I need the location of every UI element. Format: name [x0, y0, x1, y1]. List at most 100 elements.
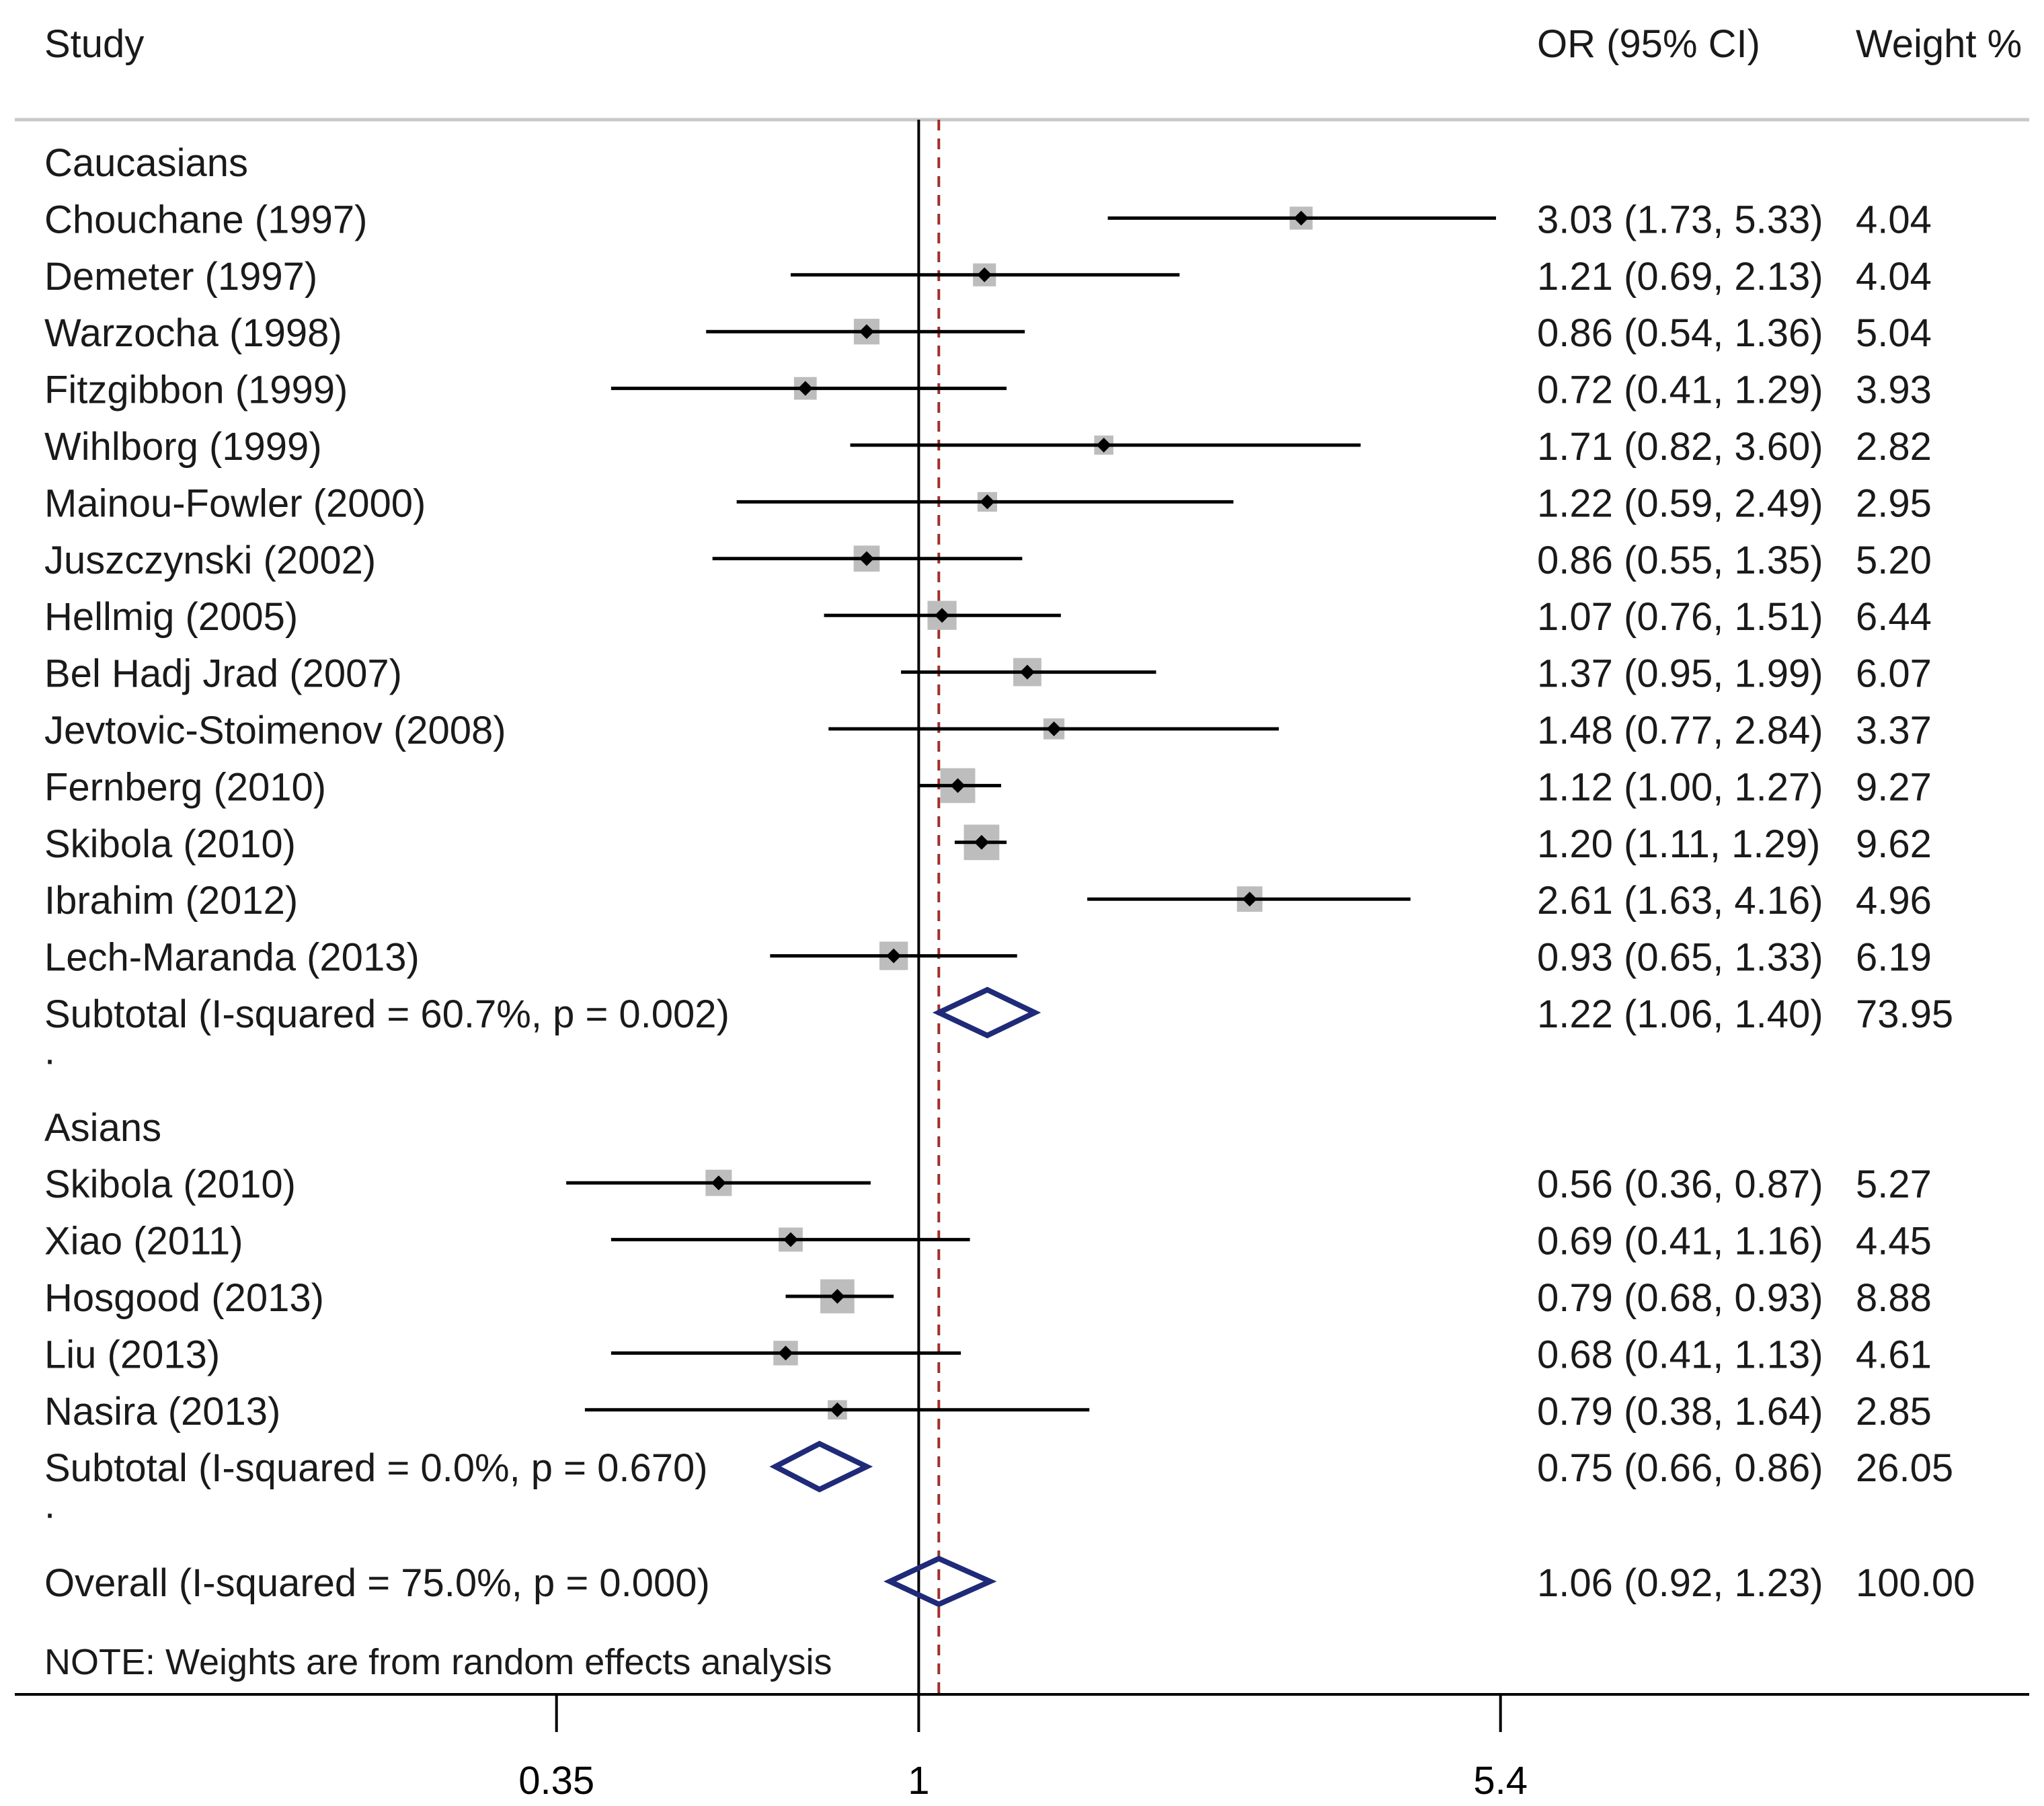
study-point-marker	[859, 551, 874, 566]
study-point-marker	[711, 1175, 726, 1191]
overall-label: Overall (I-squared = 75.0%, p = 0.000)	[44, 1561, 710, 1605]
study-or-ci: 0.56 (0.36, 0.87)	[1537, 1163, 1823, 1206]
study-label: Jevtovic-Stoimenov (2008)	[44, 709, 506, 752]
study-label: Ibrahim (2012)	[44, 879, 298, 922]
study-row: Mainou-Fowler (2000) 1.22 (0.59, 2.49) 2.9…	[44, 481, 1932, 525]
study-weight: 3.37	[1856, 709, 1932, 752]
x-tick-label: 5.4	[1473, 1759, 1528, 1803]
study-weight: 5.27	[1856, 1163, 1932, 1206]
group-label: Asians	[44, 1106, 161, 1150]
x-tick-label: 0.35	[518, 1759, 594, 1803]
study-point-marker	[886, 948, 902, 964]
subtotal-or-ci: 0.75 (0.66, 0.86)	[1537, 1446, 1823, 1490]
forest-rows: Caucasians Chouchane (1997) 3.03 (1.73, 5.…	[44, 141, 1975, 1608]
study-weight: 9.27	[1856, 765, 1932, 809]
study-point-marker	[977, 267, 992, 282]
study-point-marker	[830, 1289, 845, 1304]
study-weight: 2.95	[1856, 481, 1932, 525]
study-or-ci: 0.69 (0.41, 1.16)	[1537, 1220, 1823, 1263]
subtotal-label: Subtotal (I-squared = 0.0%, p = 0.670)	[44, 1446, 708, 1490]
study-or-ci: 2.61 (1.63, 4.16)	[1537, 879, 1823, 922]
study-label: Wihlborg (1999)	[44, 425, 322, 469]
study-point-marker	[1294, 210, 1309, 226]
study-label: Chouchane (1997)	[44, 198, 367, 241]
header-study: Study	[44, 22, 144, 66]
study-point-marker	[974, 834, 989, 850]
study-weight: 4.61	[1856, 1333, 1932, 1376]
study-label: Skibola (2010)	[44, 822, 296, 866]
study-or-ci: 0.79 (0.38, 1.64)	[1537, 1390, 1823, 1434]
study-row: Xiao (2011) 0.69 (0.41, 1.16) 4.45	[44, 1220, 1932, 1263]
study-point-marker	[1096, 438, 1111, 453]
study-weight: 6.07	[1856, 652, 1932, 696]
study-weight: 4.04	[1856, 198, 1932, 241]
study-row: Lech-Maranda (2013) 0.93 (0.65, 1.33) 6.19	[44, 936, 1932, 980]
study-weight: 9.62	[1856, 822, 1932, 866]
study-row: Ibrahim (2012) 2.61 (1.63, 4.16) 4.96	[44, 879, 1932, 922]
separator-dot: .	[44, 1483, 55, 1527]
subtotal-diamond	[769, 1440, 873, 1493]
study-row: Skibola (2010) 1.20 (1.11, 1.29) 9.62	[44, 822, 1932, 866]
x-axis-ticks: 0.35 1 5.4	[518, 1694, 1528, 1803]
x-tick-label: 1	[908, 1759, 929, 1803]
study-label: Lech-Maranda (2013)	[44, 936, 420, 980]
study-label: Demeter (1997)	[44, 255, 317, 299]
study-point-marker	[1019, 664, 1035, 680]
subtotal-diamond	[932, 986, 1041, 1039]
study-or-ci: 0.86 (0.55, 1.35)	[1537, 539, 1823, 582]
study-label: Bel Hadj Jrad (2007)	[44, 652, 402, 696]
study-row: Fitzgibbon (1999) 0.72 (0.41, 1.29) 3.93	[44, 368, 1932, 412]
study-point-marker	[1046, 721, 1062, 736]
study-or-ci: 0.93 (0.65, 1.33)	[1537, 936, 1823, 980]
study-point-marker	[778, 1345, 793, 1361]
study-row: Chouchane (1997) 3.03 (1.73, 5.33) 4.04	[44, 198, 1932, 241]
study-label: Skibola (2010)	[44, 1163, 296, 1206]
study-label: Juszczynski (2002)	[44, 539, 376, 582]
study-row: Skibola (2010) 0.56 (0.36, 0.87) 5.27	[44, 1163, 1932, 1206]
study-row: Hellmig (2005) 1.07 (0.76, 1.51) 6.44	[44, 595, 1932, 639]
overall-weight: 100.00	[1856, 1561, 1975, 1605]
study-or-ci: 1.07 (0.76, 1.51)	[1537, 595, 1823, 639]
study-weight: 4.96	[1856, 879, 1932, 922]
study-row: Juszczynski (2002) 0.86 (0.55, 1.35) 5.20	[44, 539, 1932, 582]
study-or-ci: 3.03 (1.73, 5.33)	[1537, 198, 1823, 241]
subtotal-weight: 73.95	[1856, 992, 1953, 1036]
subtotal-label: Subtotal (I-squared = 60.7%, p = 0.002)	[44, 992, 730, 1036]
study-row: Nasira (2013) 0.79 (0.38, 1.64) 2.85	[44, 1390, 1932, 1434]
overall-diamond	[883, 1555, 997, 1608]
study-row: Warzocha (1998) 0.86 (0.54, 1.36) 5.04	[44, 311, 1932, 355]
study-or-ci: 1.22 (0.59, 2.49)	[1537, 481, 1823, 525]
study-row: Bel Hadj Jrad (2007) 1.37 (0.95, 1.99) 6.0…	[44, 652, 1932, 696]
study-point-marker	[797, 381, 813, 396]
study-point-marker	[980, 494, 995, 510]
study-point-marker	[830, 1402, 845, 1417]
study-or-ci: 0.79 (0.68, 0.93)	[1537, 1276, 1823, 1320]
study-weight: 4.45	[1856, 1220, 1932, 1263]
study-or-ci: 1.21 (0.69, 2.13)	[1537, 255, 1823, 299]
study-or-ci: 1.12 (1.00, 1.27)	[1537, 765, 1823, 809]
study-or-ci: 1.48 (0.77, 2.84)	[1537, 709, 1823, 752]
study-label: Hosgood (2013)	[44, 1276, 324, 1320]
study-label: Liu (2013)	[44, 1333, 220, 1376]
study-row: Hosgood (2013) 0.79 (0.68, 0.93) 8.88	[44, 1276, 1932, 1320]
subtotal-or-ci: 1.22 (1.06, 1.40)	[1537, 992, 1823, 1036]
study-point-marker	[1242, 892, 1257, 907]
subtotal-weight: 26.05	[1856, 1446, 1953, 1490]
note-text: NOTE: Weights are from random effects an…	[44, 1642, 832, 1682]
study-row: Jevtovic-Stoimenov (2008) 1.48 (0.77, 2.8…	[44, 709, 1932, 752]
study-point-marker	[859, 324, 874, 340]
separator-dot: .	[44, 1029, 55, 1072]
study-weight: 6.19	[1856, 936, 1932, 980]
study-weight: 6.44	[1856, 595, 1932, 639]
study-or-ci: 1.71 (0.82, 3.60)	[1537, 425, 1823, 469]
study-label: Mainou-Fowler (2000)	[44, 481, 426, 525]
study-label: Fitzgibbon (1999)	[44, 368, 348, 412]
study-or-ci: 1.20 (1.11, 1.29)	[1537, 822, 1820, 866]
study-point-marker	[783, 1232, 798, 1247]
study-label: Xiao (2011)	[44, 1220, 243, 1263]
study-row: Wihlborg (1999) 1.71 (0.82, 3.60) 2.82	[44, 425, 1932, 469]
study-or-ci: 1.37 (0.95, 1.99)	[1537, 652, 1823, 696]
study-weight: 3.93	[1856, 368, 1932, 412]
header-weight: Weight %	[1856, 22, 2022, 66]
